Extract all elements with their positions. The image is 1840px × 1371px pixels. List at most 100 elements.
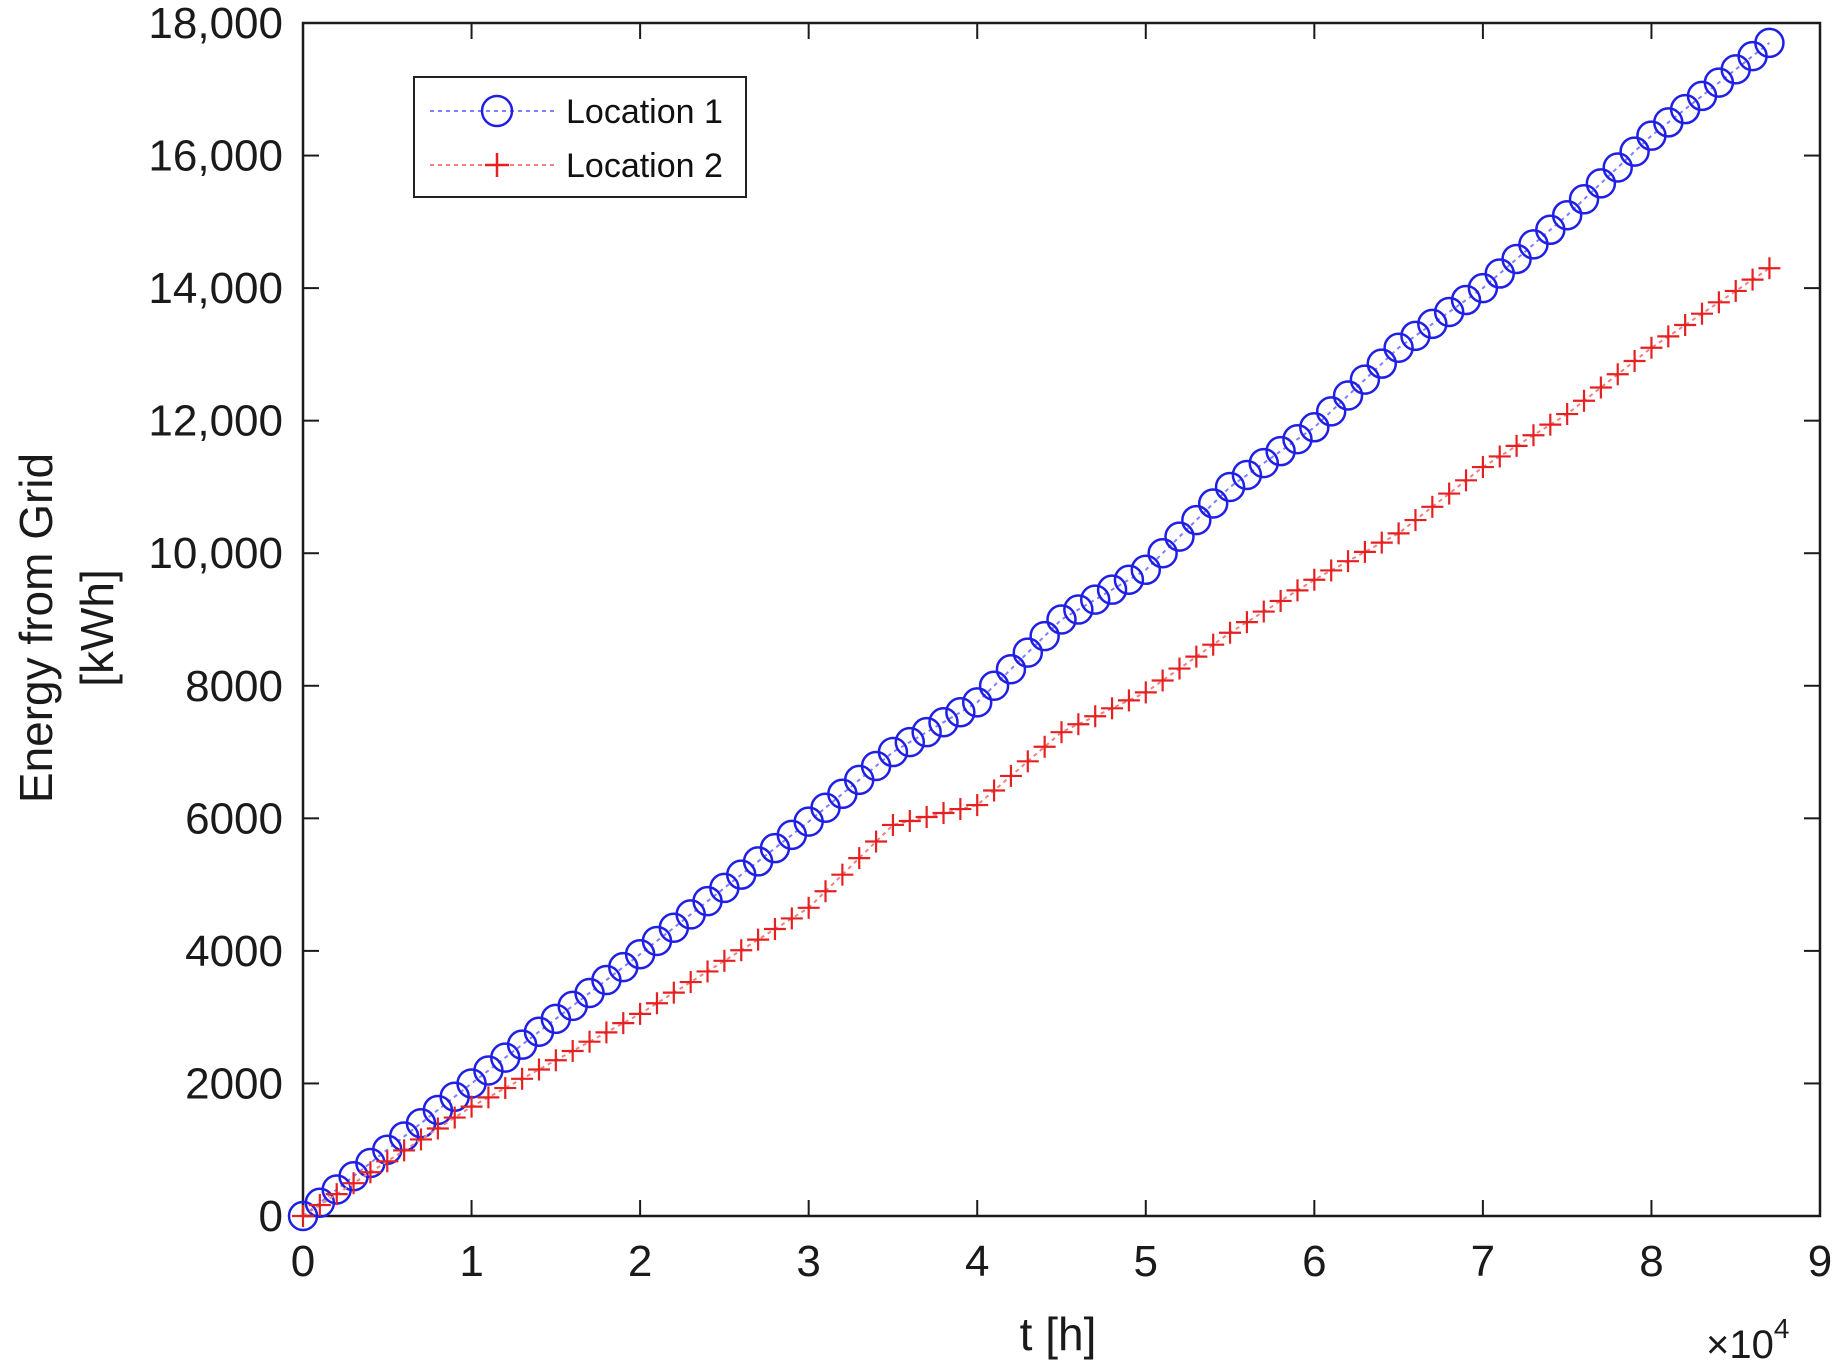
data-point-location-1 — [810, 792, 841, 823]
y-tick-label: 14,000 — [148, 264, 283, 313]
data-point-location-2 — [1286, 579, 1309, 602]
legend-label-location-2: Location 2 — [566, 147, 723, 185]
data-point-location-1 — [1063, 594, 1094, 625]
data-point-location-1 — [1383, 332, 1414, 364]
data-point-location-2 — [1522, 424, 1545, 447]
data-point-location-1 — [1299, 412, 1330, 443]
data-point-location-1 — [945, 697, 976, 728]
x-tick-label: 9 — [1808, 1237, 1832, 1286]
data-point-location-2 — [578, 1030, 601, 1053]
data-point-location-1 — [1417, 308, 1448, 340]
data-point-location-2 — [730, 939, 753, 962]
data-point-location-1 — [827, 778, 858, 810]
data-point-location-1 — [911, 716, 942, 748]
data-point-location-2 — [679, 971, 702, 994]
data-point-location-2 — [983, 779, 1006, 802]
data-point-location-2 — [494, 1077, 517, 1100]
data-point-location-2 — [1168, 657, 1191, 680]
data-point-location-2 — [662, 981, 685, 1004]
data-point-location-2 — [1505, 434, 1528, 457]
data-point-location-1 — [1484, 258, 1515, 289]
data-point-location-1 — [1501, 243, 1532, 275]
data-point-location-2 — [831, 863, 854, 886]
x-tick-label: 3 — [796, 1237, 820, 1286]
legend-marker-location-1 — [480, 94, 514, 128]
data-point-location-2 — [1151, 669, 1174, 692]
data-point-location-1 — [1079, 584, 1111, 615]
data-point-location-2 — [1573, 389, 1596, 412]
data-point-location-1 — [1265, 435, 1296, 467]
x-axis-multiplier: ×104 — [1706, 1313, 1789, 1367]
data-point-location-1 — [928, 706, 959, 738]
data-point-location-1 — [1400, 320, 1431, 352]
data-point-location-2 — [780, 907, 803, 930]
legend-box — [413, 76, 747, 198]
data-point-location-1 — [877, 736, 909, 768]
data-point-location-2 — [292, 1205, 314, 1227]
data-point-location-2 — [1016, 750, 1039, 773]
data-point-location-1 — [1197, 488, 1229, 519]
x-tick-label: 8 — [1639, 1237, 1663, 1286]
data-point-location-1 — [1349, 364, 1381, 395]
data-point-location-2 — [308, 1194, 331, 1217]
data-point-location-1 — [1551, 199, 1583, 231]
data-point-location-2 — [443, 1106, 466, 1129]
data-point-location-1 — [1248, 447, 1280, 479]
x-tick-label: 4 — [965, 1237, 989, 1286]
data-point-location-1 — [1433, 296, 1465, 328]
y-tick-label: 6000 — [185, 794, 283, 843]
data-point-location-2 — [595, 1021, 618, 1044]
data-point-location-2 — [393, 1139, 416, 1162]
series-line-1 — [302, 42, 1771, 1217]
y-tick-label: 2000 — [185, 1059, 283, 1108]
y-tick-label: 4000 — [185, 927, 283, 976]
data-point-location-1 — [1029, 620, 1060, 652]
data-point-location-1 — [1315, 396, 1347, 427]
data-point-location-2 — [713, 949, 736, 972]
legend-label-location-1: Location 1 — [566, 93, 723, 131]
data-point-location-2 — [1539, 413, 1562, 436]
series-layer — [287, 27, 1785, 1232]
data-point-location-1 — [1619, 136, 1650, 167]
data-point-location-2 — [763, 918, 786, 941]
plot-frame — [301, 21, 1822, 1218]
data-point-location-2 — [915, 806, 938, 829]
data-point-location-2 — [1674, 314, 1697, 337]
data-point-location-2 — [1438, 482, 1461, 505]
data-point-location-1 — [1602, 152, 1633, 183]
data-point-location-2 — [814, 880, 837, 903]
data-point-location-2 — [1067, 713, 1090, 736]
y-axis-ticks: 0 2000 4000 6000 8000 10,000 12,000 14,000 16,00… — [148, 0, 1820, 1241]
data-point-location-2 — [1353, 540, 1376, 563]
data-point-location-2 — [848, 847, 871, 870]
data-point-location-2 — [629, 1002, 652, 1025]
y-tick-label: 16,000 — [148, 132, 283, 181]
data-point-location-2 — [865, 830, 888, 853]
data-point-location-2 — [1640, 336, 1663, 359]
data-point-location-2 — [1370, 531, 1393, 554]
data-point-location-2 — [1084, 705, 1107, 728]
x-axis-ticks: 0 1 2 3 4 5 6 7 8 9 — [291, 23, 1832, 1286]
legend-marker-location-2 — [485, 153, 509, 177]
data-point-location-2 — [1691, 302, 1714, 325]
data-point-location-2 — [747, 928, 770, 951]
data-point-location-2 — [999, 764, 1022, 787]
data-point-location-1 — [1012, 637, 1044, 668]
data-point-location-1 — [1113, 564, 1145, 595]
data-point-location-2 — [1269, 589, 1292, 612]
y-tick-label: 8000 — [185, 662, 283, 711]
data-point-location-2 — [561, 1039, 584, 1062]
data-point-location-1 — [1450, 284, 1482, 316]
data-point-location-2 — [1185, 645, 1208, 668]
data-point-location-2 — [1657, 325, 1680, 348]
data-point-location-2 — [1134, 681, 1157, 704]
data-point-location-2 — [1488, 445, 1511, 468]
data-point-location-2 — [612, 1012, 635, 1035]
data-point-location-2 — [1707, 291, 1730, 314]
data-point-location-2 — [1219, 621, 1242, 644]
data-point-location-2 — [426, 1117, 449, 1140]
data-point-location-2 — [1606, 363, 1629, 386]
legend: Location 1 Location 2 — [413, 76, 747, 198]
x-tick-label: 7 — [1471, 1237, 1495, 1286]
